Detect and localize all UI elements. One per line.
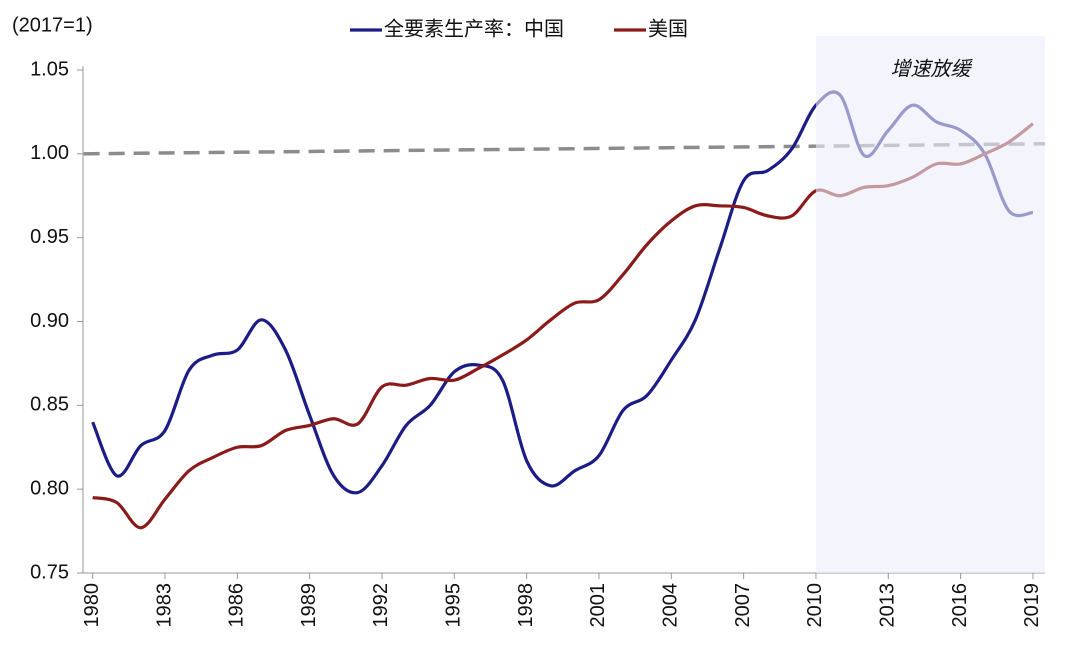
x-tick-label: 2004 — [660, 583, 682, 628]
x-tick-label: 1983 — [153, 583, 175, 628]
y-tick-label: 0.75 — [30, 561, 69, 583]
legend-label: 美国 — [648, 17, 688, 40]
x-tick-label: 2013 — [877, 583, 899, 628]
x-tick-label: 2019 — [1021, 583, 1043, 628]
y-tick-label: 0.85 — [30, 394, 69, 416]
legend-label: 全要素生产率：中国 — [384, 17, 564, 40]
x-tick-label: 1986 — [226, 583, 248, 628]
x-tick-label: 1989 — [298, 583, 320, 628]
x-tick-label: 1995 — [443, 583, 465, 628]
y-tick-label: 0.80 — [30, 477, 69, 499]
x-tick-label: 1998 — [515, 583, 537, 628]
x-tick-label: 2010 — [804, 583, 826, 628]
x-tick-label: 1992 — [370, 583, 392, 628]
y-axis-label: (2017=1) — [12, 14, 93, 36]
annotation: 增速放缓 — [890, 58, 973, 80]
y-tick-label: 0.95 — [30, 226, 69, 248]
x-tick-label: 2007 — [732, 583, 754, 628]
x-tick-label: 1980 — [81, 583, 103, 628]
x-tick-label: 2016 — [949, 583, 971, 628]
x-tick-label: 2001 — [587, 583, 609, 628]
y-tick-label: 1.05 — [30, 58, 69, 80]
shaded-region — [815, 36, 1045, 573]
y-tick-label: 0.90 — [30, 310, 69, 332]
y-tick-label: 1.00 — [30, 142, 69, 164]
